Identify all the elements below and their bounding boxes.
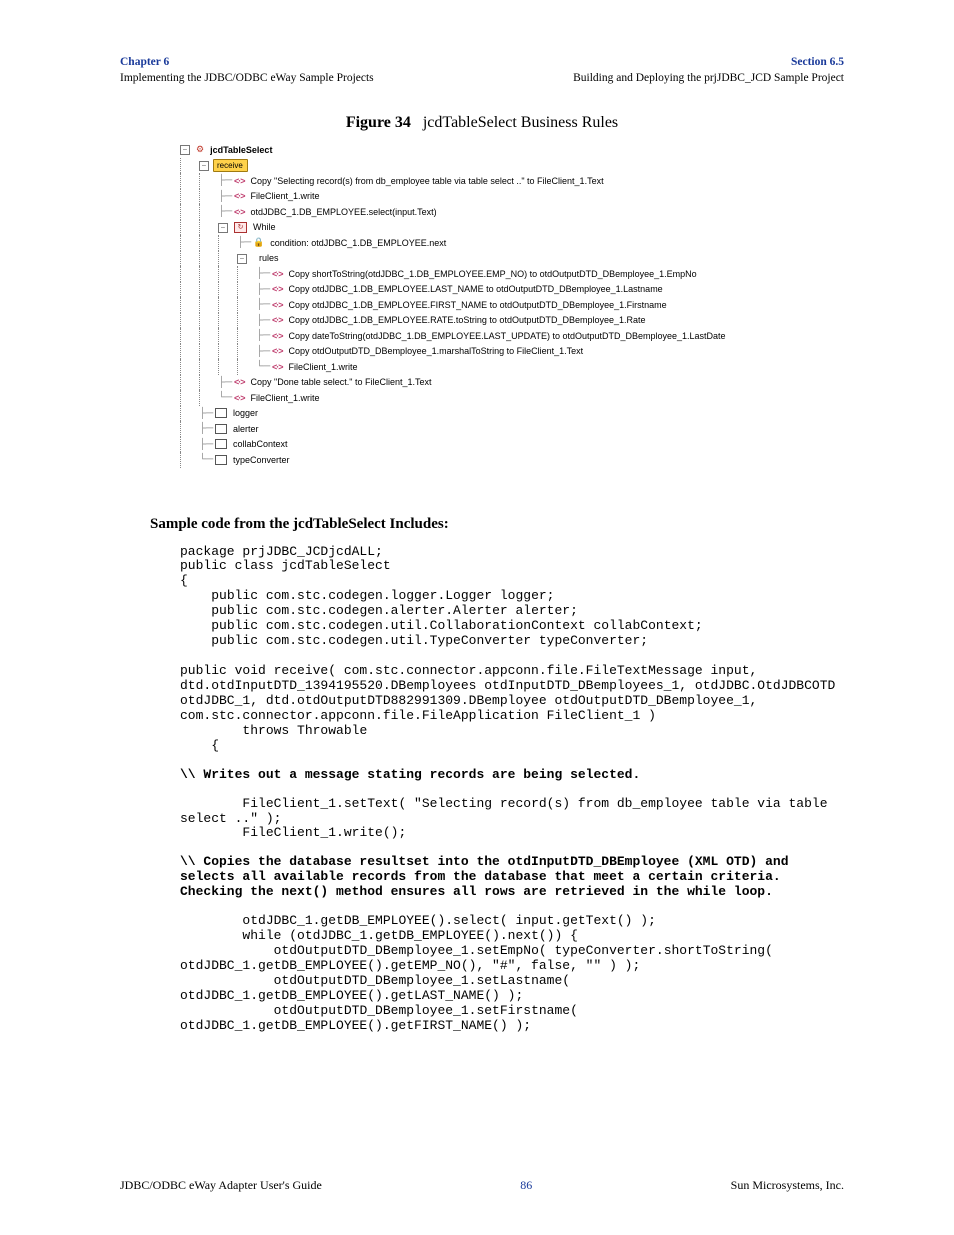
header-left: Chapter 6 Implementing the JDBC/ODBC eWa…: [120, 55, 374, 86]
tree-node-label: condition: otdJDBC_1.DB_EMPLOYEE.next: [266, 238, 446, 248]
tree-node: └─<·>FileClient_1.write: [180, 390, 844, 406]
tree-node: –⚙jcdTableSelect: [180, 142, 844, 158]
tree-node: –rules: [180, 251, 844, 267]
figure-number: Figure 34: [346, 114, 411, 131]
tree-node-label: FileClient_1.write: [285, 362, 358, 372]
code-block-2: FileClient_1.setText( "Selecting record(…: [180, 797, 844, 842]
rule-arrows-icon: <·>: [232, 377, 247, 387]
tree-node: ├─<·>Copy otdOutputDTD_DBemployee_1.mars…: [180, 344, 844, 360]
section-heading: Sample code from the jcdTableSelect Incl…: [150, 516, 844, 533]
footer-page-number: 86: [520, 1178, 532, 1193]
chapter-label: Chapter 6: [120, 56, 169, 68]
code-block-1: package prjJDBC_JCDjcdALL; public class …: [180, 545, 844, 754]
tree-node-label: Copy "Done table select." to FileClient_…: [247, 377, 432, 387]
rule-arrows-icon: <·>: [232, 393, 247, 403]
rule-arrows-icon: <·>: [270, 315, 285, 325]
figure-caption: Figure 34 jcdTableSelect Business Rules: [120, 114, 844, 132]
figure-title: jcdTableSelect Business Rules: [423, 114, 618, 131]
tree-node-label: Copy "Selecting record(s) from db_employ…: [247, 176, 604, 186]
tree-node-label: Copy shortToString(otdJDBC_1.DB_EMPLOYEE…: [285, 269, 697, 279]
tree-node-label: otdJDBC_1.DB_EMPLOYEE.select(input.Text): [247, 207, 437, 217]
rule-arrows-icon: <·>: [270, 284, 285, 294]
tree-node: ├─collabContext: [180, 437, 844, 453]
section-subtitle: Building and Deploying the prjJDBC_JCD S…: [573, 71, 844, 87]
rule-arrows-icon: <·>: [232, 191, 247, 201]
tree-node: └─typeConverter: [180, 452, 844, 468]
tree-node-label: Copy otdJDBC_1.DB_EMPLOYEE.RATE.toString…: [285, 315, 646, 325]
tree-node: ├─<·>Copy otdJDBC_1.DB_EMPLOYEE.FIRST_NA…: [180, 297, 844, 313]
tree-node: ├─<·>FileClient_1.write: [180, 189, 844, 205]
tree-node-label: typeConverter: [229, 455, 290, 465]
code-comment-2: \\ Copies the database resultset into th…: [180, 855, 844, 900]
tree-node: ├─🔒condition: otdJDBC_1.DB_EMPLOYEE.next: [180, 235, 844, 251]
tree-toggle-icon[interactable]: –: [237, 254, 247, 264]
field-box-icon: [215, 408, 227, 418]
tree-node: └─<·>FileClient_1.write: [180, 359, 844, 375]
tree-toggle-icon[interactable]: –: [180, 145, 190, 155]
while-loop-icon: ↻: [234, 222, 247, 233]
tree-node-label: jcdTableSelect: [206, 145, 272, 155]
rule-arrows-icon: <·>: [270, 269, 285, 279]
business-rules-tree: –⚙jcdTableSelect–receive├─<·>Copy "Selec…: [180, 142, 844, 468]
rule-arrows-icon: <·>: [232, 207, 247, 217]
field-box-icon: [215, 424, 227, 434]
tree-node: ├─<·>Copy otdJDBC_1.DB_EMPLOYEE.RATE.toS…: [180, 313, 844, 329]
code-comment-1: \\ Writes out a message stating records …: [180, 768, 844, 783]
footer-left: JDBC/ODBC eWay Adapter User's Guide: [120, 1178, 322, 1193]
tree-toggle-icon[interactable]: –: [199, 161, 209, 171]
rule-arrows-icon: <·>: [232, 176, 247, 186]
tree-node-label: While: [249, 222, 276, 232]
footer-right: Sun Microsystems, Inc.: [731, 1178, 844, 1193]
tree-node-label: Copy otdOutputDTD_DBemployee_1.marshalTo…: [285, 346, 584, 356]
rule-arrows-icon: <·>: [270, 331, 285, 341]
page-header: Chapter 6 Implementing the JDBC/ODBC eWa…: [120, 55, 844, 86]
tree-node-label: FileClient_1.write: [247, 393, 320, 403]
field-box-icon: [215, 455, 227, 465]
tree-node-label: rules: [255, 253, 279, 263]
page-footer: JDBC/ODBC eWay Adapter User's Guide 86 S…: [120, 1178, 844, 1193]
tree-node-label: Copy dateToString(otdJDBC_1.DB_EMPLOYEE.…: [285, 331, 726, 341]
tree-node: ├─alerter: [180, 421, 844, 437]
gear-icon: ⚙: [194, 144, 206, 155]
rule-arrows-icon: <·>: [270, 346, 285, 356]
tree-node: –receive: [180, 158, 844, 174]
tree-node: ├─<·>otdJDBC_1.DB_EMPLOYEE.select(input.…: [180, 204, 844, 220]
folder-icon: receive: [213, 159, 248, 172]
tree-node: ├─<·>Copy dateToString(otdJDBC_1.DB_EMPL…: [180, 328, 844, 344]
section-label: Section 6.5: [791, 56, 844, 68]
rule-arrows-icon: <·>: [270, 300, 285, 310]
lock-icon: 🔒: [251, 237, 266, 248]
code-block-3: otdJDBC_1.getDB_EMPLOYEE().select( input…: [180, 914, 844, 1034]
rule-arrows-icon: <·>: [270, 362, 285, 372]
tree-node-label: collabContext: [229, 439, 288, 449]
tree-node: ├─<·>Copy otdJDBC_1.DB_EMPLOYEE.LAST_NAM…: [180, 282, 844, 298]
tree-node: ├─<·>Copy "Done table select." to FileCl…: [180, 375, 844, 391]
chapter-subtitle: Implementing the JDBC/ODBC eWay Sample P…: [120, 71, 374, 87]
tree-toggle-icon[interactable]: –: [218, 223, 228, 233]
field-box-icon: [215, 439, 227, 449]
tree-node: ├─logger: [180, 406, 844, 422]
tree-node: ├─<·>Copy shortToString(otdJDBC_1.DB_EMP…: [180, 266, 844, 282]
page: Chapter 6 Implementing the JDBC/ODBC eWa…: [0, 0, 954, 1235]
tree-node-label: Copy otdJDBC_1.DB_EMPLOYEE.FIRST_NAME to…: [285, 300, 667, 310]
header-right: Section 6.5 Building and Deploying the p…: [573, 55, 844, 86]
tree-node-label: FileClient_1.write: [247, 191, 320, 201]
tree-node-label: logger: [229, 408, 258, 418]
tree-node: ├─<·>Copy "Selecting record(s) from db_e…: [180, 173, 844, 189]
tree-node-label: Copy otdJDBC_1.DB_EMPLOYEE.LAST_NAME to …: [285, 284, 663, 294]
tree-node-label: alerter: [229, 424, 259, 434]
tree-node: –↻While: [180, 220, 844, 236]
